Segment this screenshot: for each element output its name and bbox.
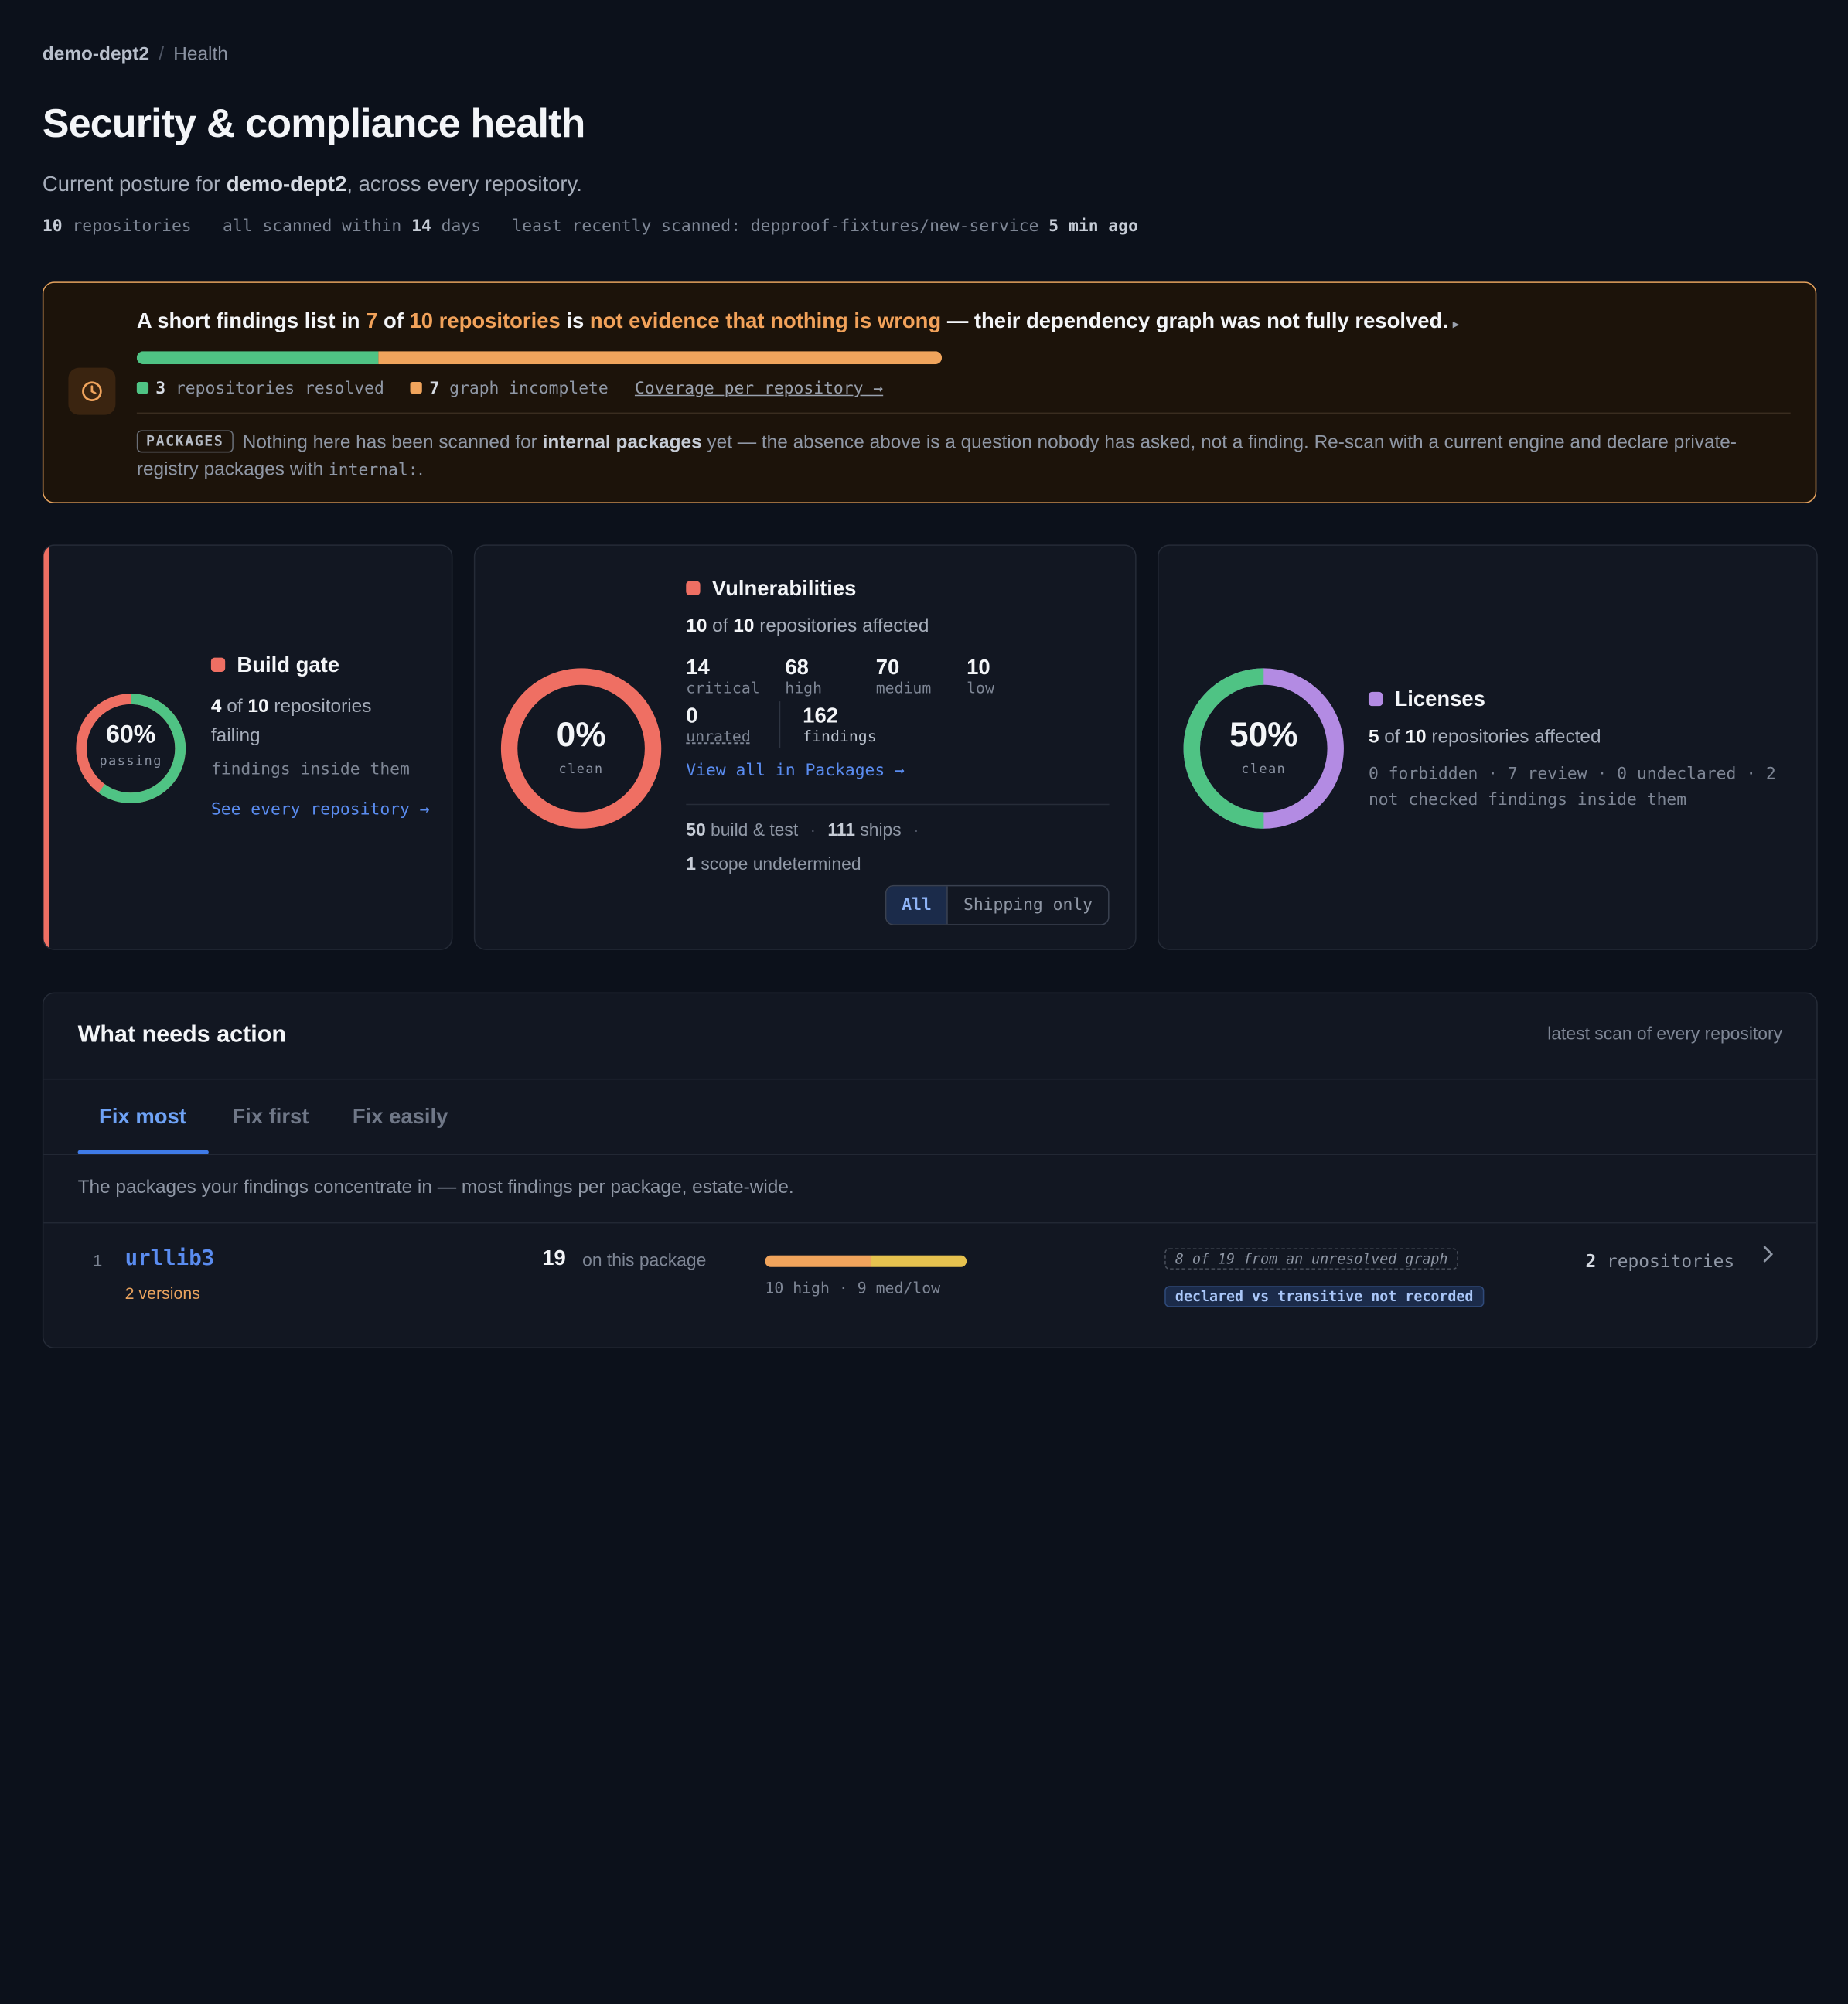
subtitle-org: demo-dept2 bbox=[226, 172, 347, 196]
subtitle-prefix: Current posture for bbox=[42, 172, 227, 196]
internal-packages-note: PACKAGES Nothing here has been scanned fo… bbox=[136, 429, 1764, 485]
stat-divider bbox=[779, 701, 781, 749]
view-all-packages-link[interactable]: View all in Packages → bbox=[686, 761, 905, 781]
fail-stripe bbox=[43, 545, 50, 949]
vulnerabilities-ring: 0% clean bbox=[500, 667, 662, 830]
licenses-detail: 0 forbidden · 7 review · 0 undeclared · … bbox=[1368, 765, 1776, 810]
row-severity-medlow bbox=[871, 1255, 967, 1267]
row-rank: 1 bbox=[93, 1250, 103, 1270]
meta-least-recent: least recently scanned: depproof-fixture… bbox=[512, 216, 1138, 236]
panel-title: What needs action bbox=[77, 1021, 287, 1048]
build-gate-card: 60% passing Build gate 4 of 10 repositor… bbox=[42, 544, 453, 950]
coverage-bar bbox=[136, 351, 943, 365]
banner-divider bbox=[136, 412, 1791, 414]
row-count-label: on this package bbox=[582, 1250, 707, 1271]
banner-headline[interactable]: A short findings list in 7 of 10 reposit… bbox=[136, 308, 1459, 332]
row-package-link[interactable]: urllib3 bbox=[124, 1246, 215, 1271]
licenses-affected: 5 of 10 repositories affected bbox=[1368, 727, 1601, 748]
coverage-bar-resolved bbox=[136, 351, 379, 365]
licenses-card: 50% clean Licenses 5 of 10 repositories … bbox=[1158, 544, 1818, 950]
vulnerabilities-title: Vulnerabilities bbox=[686, 576, 856, 601]
vulnerabilities-ring-label: clean bbox=[558, 761, 604, 777]
vulnerabilities-percent: 0% bbox=[556, 716, 606, 755]
tab-fix-easily[interactable]: Fix easily bbox=[352, 1104, 448, 1128]
rows-divider bbox=[43, 1222, 1817, 1224]
row-repositories: 2 repositories bbox=[1585, 1250, 1735, 1272]
vulnerabilities-status-dot bbox=[686, 581, 701, 595]
licenses-ring-label: clean bbox=[1241, 761, 1287, 777]
stat-findings: 162 findings bbox=[803, 704, 877, 747]
stat-unrated[interactable]: 0 unrated bbox=[686, 704, 751, 747]
row-unresolved-chip: 8 of 19 from an unresolved graph bbox=[1164, 1248, 1459, 1270]
vuln-divider bbox=[686, 803, 1110, 806]
vulnerabilities-card: 0% clean Vulnerabilities 10 of 10 reposi… bbox=[473, 544, 1137, 950]
licenses-ring: 50% clean bbox=[1182, 667, 1345, 830]
see-every-repository-link[interactable]: See every repository → bbox=[210, 800, 430, 820]
meta-repos: 10 repositories bbox=[42, 216, 192, 236]
licenses-title: Licenses bbox=[1368, 687, 1485, 712]
clock-icon bbox=[68, 367, 116, 415]
build-gate-percent: 60% bbox=[106, 721, 156, 749]
stat-medium[interactable]: 70 medium bbox=[875, 655, 932, 698]
packages-tag: PACKAGES bbox=[136, 430, 234, 453]
stat-low[interactable]: 10 low bbox=[967, 655, 994, 698]
build-gate-findings-note: findings inside them bbox=[210, 760, 410, 779]
stat-critical[interactable]: 14 critical bbox=[686, 655, 760, 698]
licenses-status-dot bbox=[1368, 691, 1383, 707]
what-needs-action-panel: What needs action latest scan of every r… bbox=[42, 992, 1818, 1349]
licenses-percent: 50% bbox=[1229, 716, 1298, 755]
legend-resolved: 3 repositories resolved bbox=[136, 380, 384, 398]
breadcrumb-separator: / bbox=[159, 44, 165, 65]
tab-description: The packages your findings concentrate i… bbox=[77, 1177, 794, 1198]
build-gate-ring-label: passing bbox=[99, 753, 162, 769]
licenses-ring-clean bbox=[1183, 668, 1344, 829]
vulnerabilities-affected: 10 of 10 repositories affected bbox=[686, 616, 929, 637]
tab-fix-most[interactable]: Fix most bbox=[99, 1104, 186, 1128]
coverage-bar-incomplete bbox=[378, 351, 943, 365]
build-gate-ring: 60% passing bbox=[74, 692, 187, 805]
row-severity-high bbox=[765, 1255, 871, 1267]
meta-scanned: all scanned within 14 days bbox=[222, 216, 482, 236]
row-severity-bar bbox=[765, 1255, 967, 1267]
scope-toggle: All Shipping only bbox=[885, 884, 1110, 925]
tab-fix-first[interactable]: Fix first bbox=[232, 1104, 309, 1128]
page-title: Security & compliance health bbox=[42, 101, 585, 147]
scan-meta: 10 repositories all scanned within 14 da… bbox=[43, 217, 1160, 236]
breadcrumb-org[interactable]: demo-dept2 bbox=[42, 44, 150, 65]
vuln-scope-split: 50 build & test · 111 ships · bbox=[686, 820, 919, 840]
chevron-right-icon[interactable] bbox=[1761, 1243, 1775, 1270]
toggle-all[interactable]: All bbox=[886, 886, 949, 925]
panel-scope-note: latest scan of every repository bbox=[1547, 1024, 1783, 1045]
coverage-per-repo-link[interactable]: Coverage per repository → bbox=[634, 379, 884, 399]
page-subtitle: Current posture for demo-dept2, across e… bbox=[43, 172, 582, 197]
breadcrumb-page: Health bbox=[173, 44, 228, 65]
legend-incomplete: 7 graph incomplete bbox=[411, 380, 609, 398]
toggle-shipping-only[interactable]: Shipping only bbox=[963, 895, 1093, 915]
row-declared-chip: declared vs transitive not recorded bbox=[1164, 1286, 1485, 1307]
vuln-scope-undetermined: 1 scope undetermined bbox=[686, 854, 861, 875]
expand-triangle-icon[interactable]: ▸ bbox=[1452, 318, 1459, 332]
stat-high[interactable]: 68 high bbox=[785, 655, 823, 698]
tabs-divider bbox=[43, 1154, 1817, 1156]
active-tab-indicator bbox=[77, 1150, 209, 1154]
build-gate-status-dot bbox=[210, 657, 226, 672]
row-finding-count: 19 bbox=[542, 1246, 566, 1270]
row-versions: 2 versions bbox=[124, 1283, 200, 1303]
build-gate-title: Build gate bbox=[210, 653, 339, 678]
breadcrumb: demo-dept2 / Health bbox=[43, 45, 228, 66]
coverage-warning-banner: A short findings list in 7 of 10 reposit… bbox=[42, 281, 1817, 503]
row-severity-label: 10 high · 9 med/low bbox=[765, 1280, 941, 1298]
build-gate-failing: 4 of 10 repositories failing bbox=[210, 696, 372, 747]
panel-divider bbox=[43, 1078, 1817, 1080]
coverage-legend: 3 repositories resolved 7 graph incomple… bbox=[136, 379, 884, 399]
subtitle-suffix: , across every repository. bbox=[346, 172, 582, 196]
